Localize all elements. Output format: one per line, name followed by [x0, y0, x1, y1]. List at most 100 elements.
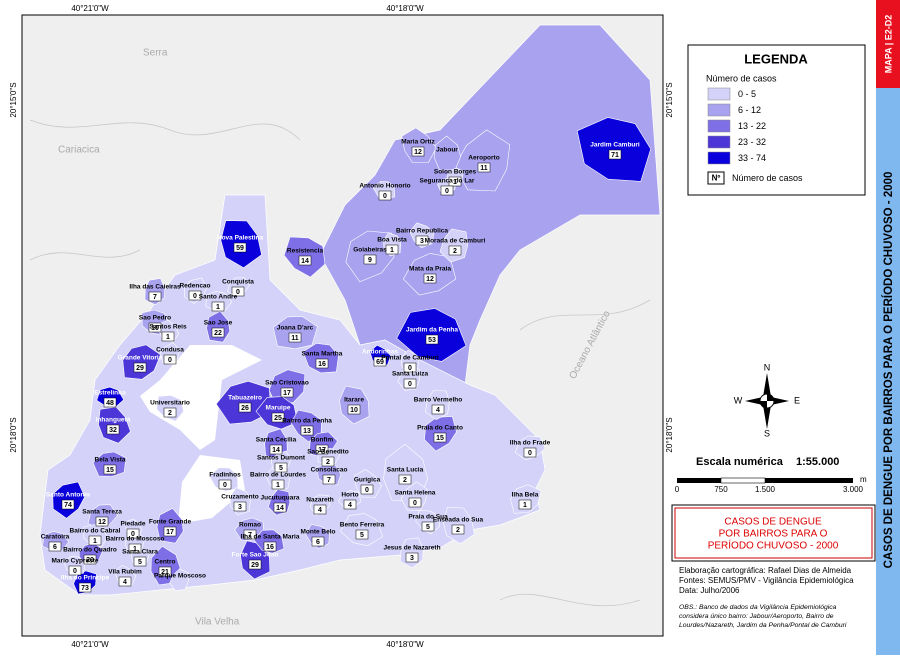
scale-tick-label: 1.500: [755, 485, 776, 494]
neighborhood-name: Maruipe: [266, 405, 291, 412]
case-box: [288, 332, 302, 343]
legend-label: 23 - 32: [738, 137, 766, 147]
title-box-inner: [674, 507, 873, 559]
case-box: [411, 146, 425, 157]
neighborhood-name: Jucutuquara: [260, 495, 299, 502]
coordinate: 20°18'0"S: [9, 417, 18, 452]
neighborhood-name: Sao Cristovao: [265, 380, 309, 387]
case-box: [425, 334, 439, 345]
legend-symbol-label: Número de casos: [732, 173, 803, 183]
scale-tick-label: 3.000: [843, 485, 864, 494]
legend-symbol: Nº: [712, 174, 721, 183]
case-count: 0: [408, 381, 412, 388]
case-count: 2: [456, 527, 460, 534]
title-line: POR BAIRROS PARA O: [719, 529, 828, 540]
case-count: 6: [53, 544, 57, 551]
case-count: 1: [390, 247, 394, 254]
coordinate: 20°15'0"S: [9, 82, 18, 117]
case-count: 0: [223, 482, 227, 489]
case-count: 13: [303, 428, 311, 435]
case-box: [608, 149, 622, 160]
case-box: [273, 502, 287, 513]
case-box: [321, 456, 335, 467]
case-box: [440, 185, 454, 196]
case-count: 73: [81, 585, 89, 592]
case-box: [211, 327, 225, 338]
case-count: 7: [153, 294, 157, 301]
neighborhood-name: Bonfim: [311, 437, 334, 444]
svg-text:N: N: [764, 362, 771, 372]
case-count: 4: [123, 579, 127, 586]
neighborhood-name: Resistencia: [287, 248, 324, 255]
case-count: 22: [214, 330, 222, 337]
case-box: [231, 286, 245, 297]
neighborhood-name: Mata da Praia: [409, 266, 451, 273]
north-arrow: N S W E: [734, 362, 800, 438]
coordinate: 40°21'0"W: [71, 4, 109, 13]
case-count: 5: [279, 465, 283, 472]
case-count: 0: [383, 193, 387, 200]
neighborhood-name: Bairro do Cabral: [70, 528, 121, 535]
neighborhood-name: Bairro do Quadro: [63, 547, 117, 554]
case-count: 69: [376, 359, 384, 366]
case-count: 1: [523, 502, 527, 509]
case-box: [233, 242, 247, 253]
case-box: [373, 356, 387, 367]
neighborhood-name: Nova Palestina: [217, 235, 264, 242]
case-box: [378, 190, 392, 201]
neighborhood-area: [156, 507, 184, 544]
legend-swatch: [707, 135, 731, 149]
neighborhood-name: Jardim da Penha: [406, 327, 458, 334]
case-box: [405, 552, 419, 563]
neighborhood-name: Joana D'arc: [277, 325, 314, 332]
case-count: 12: [414, 149, 422, 156]
case-count: 5: [426, 524, 430, 531]
case-count: 0: [445, 188, 449, 195]
neighborhood-name: Redencao: [179, 283, 210, 290]
neighborhood-area: [215, 380, 272, 425]
case-count: 4: [436, 407, 440, 414]
neighborhood-name: Seguranca do Lar: [420, 178, 475, 185]
neighborhood-name: Santa Clara: [122, 549, 158, 556]
neighborhood-name: Horto: [341, 492, 358, 499]
neighborhood-name: Bela Vista: [95, 457, 126, 464]
neighborhood-name: Bairro Republica: [396, 228, 448, 235]
neighborhood-name: Santo Andre: [199, 294, 238, 301]
neighborhood-name: Piedade: [121, 521, 146, 528]
case-count: 15: [106, 467, 114, 474]
case-count: 71: [611, 152, 619, 159]
neighborhood-name: Andorinhas: [362, 349, 398, 356]
neighborhood-name: Ilha Bela: [512, 492, 539, 499]
neighborhood-name: Mario Cypreste: [52, 558, 99, 565]
neighborhood-name: Antonio Honorio: [359, 183, 410, 190]
neighborhood-name: Ilha das Caieiras: [129, 284, 181, 291]
credit-line: Fontes: SEMUS/PMV - Vigilância Epidemiol…: [679, 576, 854, 585]
case-count: 21: [161, 569, 169, 576]
case-box: [211, 301, 225, 312]
bay: [140, 345, 262, 450]
neighborhood-name: Inhanguetá: [96, 417, 131, 424]
neighborhood-name: Ilha do Frade: [510, 440, 551, 447]
case-box: [78, 582, 92, 593]
contours: [29, 119, 651, 607]
coordinate: 40°18'0"W: [386, 4, 424, 13]
neighborhood-name: Praia do Canto: [417, 425, 463, 432]
case-box: [271, 479, 285, 490]
case-count: 0: [73, 568, 77, 575]
case-box: [398, 474, 412, 485]
neighborhood-name: Universitario: [150, 400, 190, 407]
case-count: 7: [248, 532, 252, 539]
case-box: [158, 566, 172, 577]
case-count: 11: [480, 165, 488, 172]
credit-line: Elaboração cartográfica: Rafael Dias de …: [679, 566, 852, 575]
case-box: [128, 543, 142, 554]
case-box: [263, 541, 277, 552]
case-count: 9: [368, 257, 372, 264]
case-count: 29: [251, 562, 259, 569]
neighborhood-name: Romao: [239, 522, 261, 529]
case-count: 14: [276, 505, 284, 512]
note-line: Lourdes/Nazareth, Jardim da Penha/Pontal…: [679, 622, 847, 629]
neighborhood-name: Cruzamento: [221, 494, 259, 501]
neighborhood-name: Forte Sao Joao: [232, 552, 279, 559]
legend-label: 0 - 5: [738, 89, 756, 99]
